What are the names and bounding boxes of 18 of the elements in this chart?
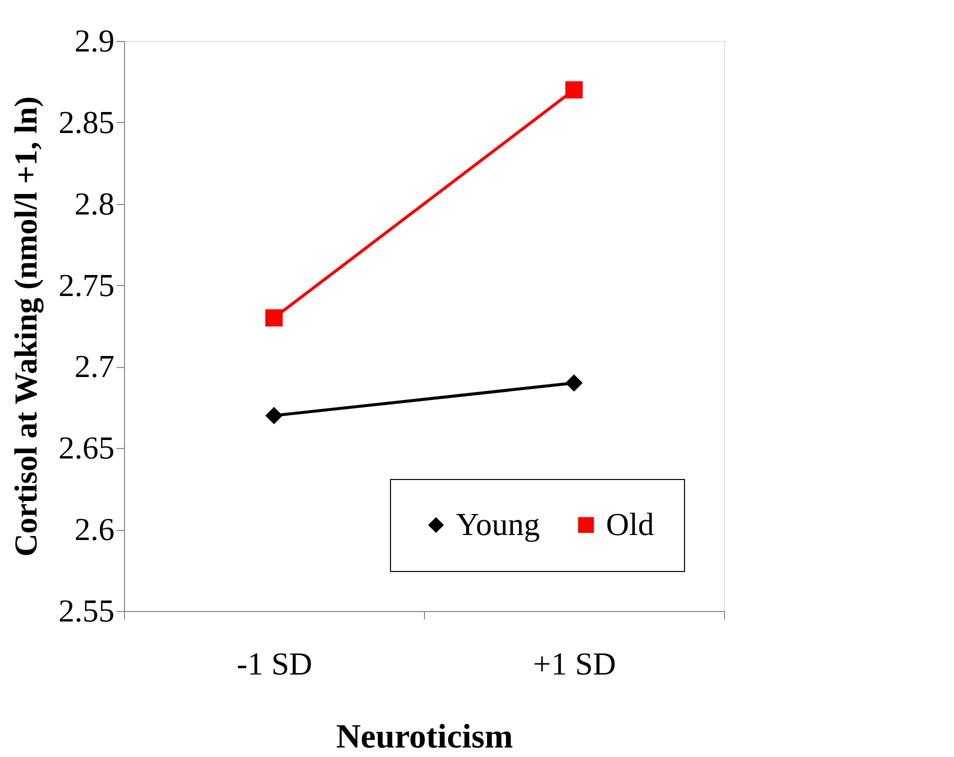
x-tick-label: -1 SD [236, 646, 312, 682]
y-tick-label: 2.6 [74, 511, 114, 548]
y-axis-title: Cortisol at Waking (nmol/l +1, ln) [8, 96, 44, 557]
y-tick-label: 2.55 [58, 592, 114, 628]
x-tick-label: +1 SD [533, 646, 616, 682]
y-tick-label: 2.65 [58, 430, 114, 466]
point [265, 406, 283, 424]
y-tick-label: 2.75 [58, 266, 114, 303]
legend-label: Old [606, 506, 654, 542]
x-axis-title: Neuroticism [336, 718, 513, 756]
y-tick-label: 2.7 [74, 348, 114, 384]
point [565, 81, 583, 99]
legend-label: Young [456, 506, 540, 542]
point [265, 309, 283, 327]
y-tick-label: 2.9 [74, 22, 114, 58]
y-tick-label: 2.8 [74, 185, 114, 222]
point [565, 374, 583, 392]
y-tick-label: 2.85 [58, 104, 114, 140]
